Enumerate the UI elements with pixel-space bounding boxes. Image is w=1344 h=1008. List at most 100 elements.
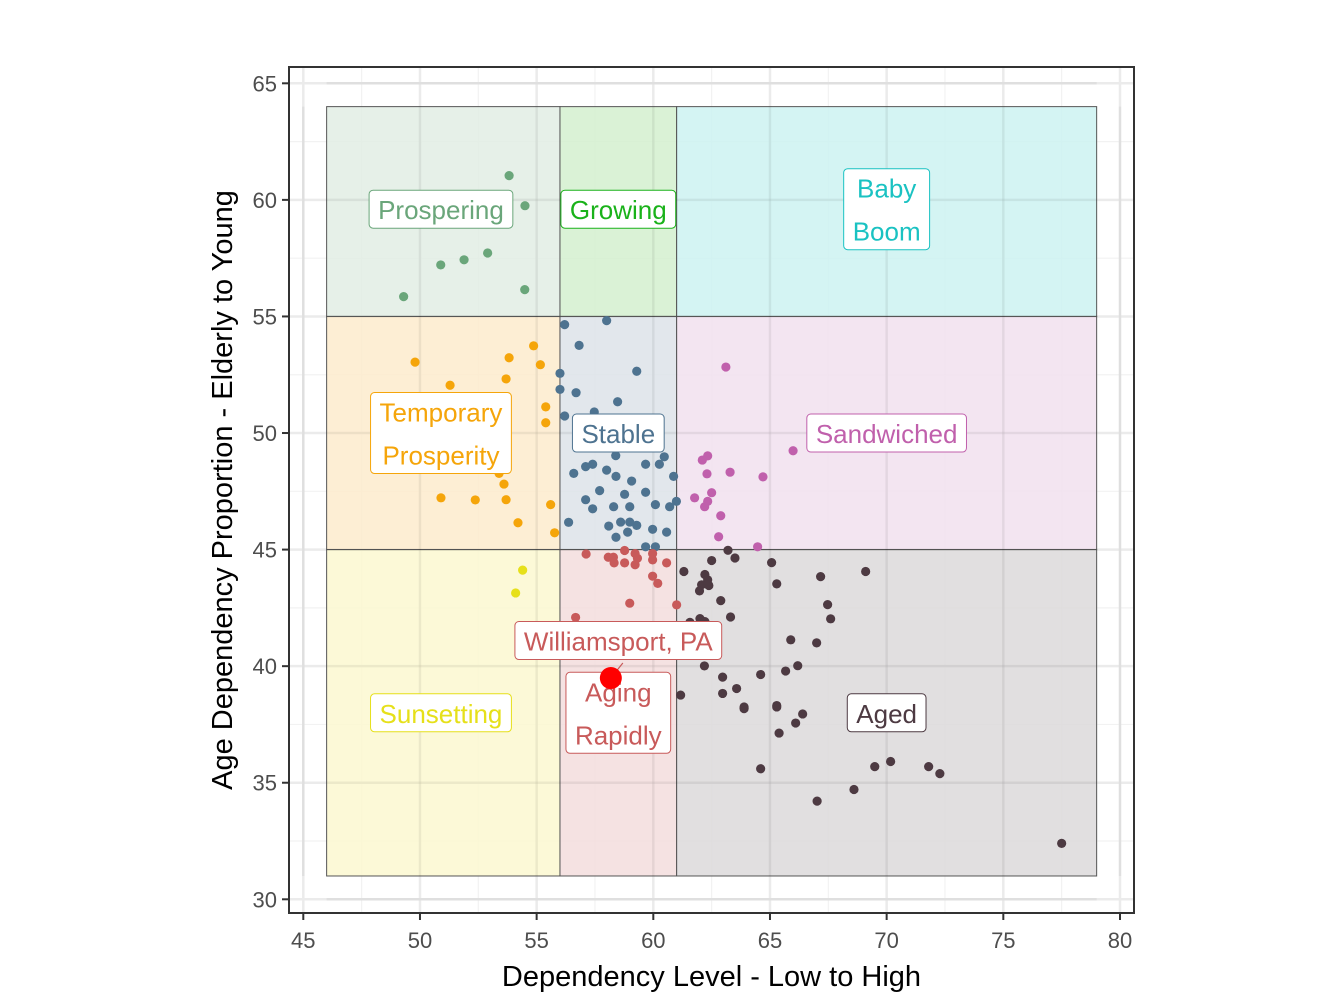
region-label-line: Sandwiched (816, 419, 958, 449)
data-point (870, 762, 880, 772)
data-point (445, 380, 455, 390)
data-point (826, 614, 836, 624)
data-point (504, 171, 514, 181)
data-point (935, 769, 945, 779)
x-tick-label: 45 (291, 928, 315, 953)
label-box (368, 189, 514, 229)
data-point (725, 467, 735, 477)
panel-border (288, 66, 1135, 914)
data-point (725, 612, 736, 622)
label-box (846, 693, 927, 733)
data-point (625, 517, 635, 527)
data-point (611, 471, 621, 481)
region-label-line: Rapidly (575, 720, 662, 750)
data-point (704, 580, 714, 591)
data-point (620, 489, 630, 499)
data-point (641, 487, 651, 497)
label-box (843, 168, 931, 251)
data-point (672, 600, 682, 610)
y-tick-label: 45 (253, 538, 277, 563)
label-prospering: Prospering (368, 189, 514, 229)
x-tick-label: 65 (758, 928, 782, 953)
data-point (653, 578, 663, 588)
label-box (806, 413, 967, 453)
x-tick-label: 75 (991, 928, 1015, 953)
data-point (504, 353, 514, 363)
data-point (772, 702, 782, 712)
data-point (627, 476, 637, 486)
data-point (786, 635, 796, 645)
region-label-line: Baby (857, 174, 916, 204)
data-point (707, 555, 717, 566)
data-point (662, 527, 672, 537)
region-label-line: Prospering (378, 195, 504, 225)
data-point (535, 360, 545, 370)
data-point (756, 764, 766, 774)
data-point (703, 451, 713, 461)
data-point (654, 459, 664, 469)
region-label-line: Prosperity (382, 441, 499, 471)
data-point (758, 472, 768, 482)
series-stable (555, 316, 682, 552)
data-point (513, 518, 523, 528)
data-point (581, 549, 591, 559)
data-point (671, 496, 682, 506)
data-point (564, 517, 574, 527)
data-point (620, 558, 630, 568)
data-point (541, 402, 551, 412)
data-point (611, 451, 621, 461)
data-point (739, 703, 749, 714)
data-point (690, 493, 700, 503)
data-point (613, 397, 623, 407)
data-points (399, 171, 1067, 848)
data-point (620, 545, 630, 556)
data-point (546, 499, 556, 510)
data-point (511, 588, 521, 598)
data-point (730, 553, 740, 563)
x-tick-label: 80 (1108, 928, 1132, 953)
label-temporary-prosperity: Temporary Prosperity (370, 392, 512, 475)
data-point (602, 465, 612, 475)
data-point (623, 527, 633, 537)
data-point (436, 493, 446, 503)
region-label-line: Growing (570, 195, 667, 225)
series-sandwiched (690, 362, 798, 552)
data-point (707, 488, 717, 498)
series-sunsetting (511, 565, 528, 598)
data-point (555, 368, 565, 378)
label-sandwiched: Sandwiched (806, 413, 967, 453)
data-point (520, 201, 530, 211)
y-tick-label: 50 (253, 421, 277, 446)
label-box (370, 392, 512, 475)
x-tick-label: 70 (874, 928, 898, 953)
data-point (700, 502, 710, 512)
data-point (550, 528, 560, 538)
data-point (625, 598, 635, 608)
data-point (399, 292, 409, 302)
data-point (648, 524, 658, 534)
data-point (571, 388, 581, 398)
data-point (648, 571, 658, 581)
data-point (555, 384, 565, 395)
data-point (529, 341, 539, 351)
data-point (718, 688, 728, 699)
data-point (781, 666, 791, 676)
data-point (662, 558, 672, 568)
data-point (886, 756, 896, 767)
data-point (648, 548, 658, 559)
data-point (630, 560, 640, 570)
data-point (753, 542, 763, 552)
data-point (569, 468, 579, 478)
data-point (665, 502, 675, 512)
data-point (410, 357, 420, 367)
data-point (501, 495, 511, 505)
data-point (716, 596, 726, 606)
data-point (588, 459, 598, 469)
data-point (699, 661, 710, 671)
data-point (470, 495, 480, 505)
axes: 45 50 55 60 65 70 75 80 30 35 40 45 50 55 60 65 (253, 71, 1133, 953)
data-point (702, 469, 712, 479)
label-box (560, 189, 677, 229)
data-point (499, 479, 509, 489)
series-aging-rapidly (571, 545, 682, 623)
